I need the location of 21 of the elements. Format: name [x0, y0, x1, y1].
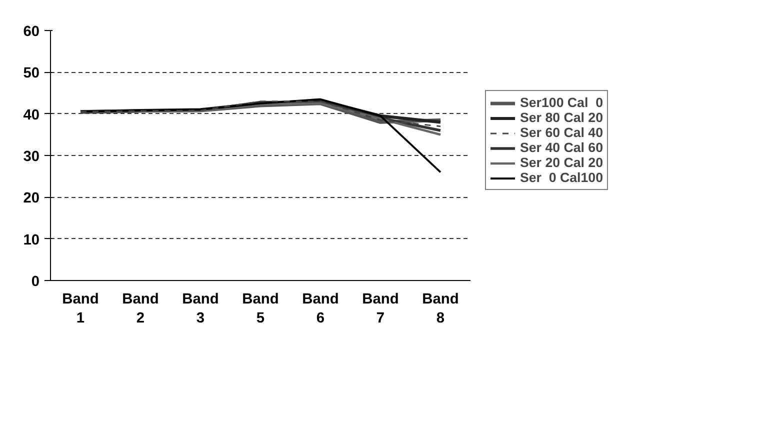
x-tick-label: Band 1 — [62, 292, 99, 327]
y-tick-label: 30 — [23, 149, 40, 165]
legend-label: Ser 40 Cal 60 — [520, 140, 603, 155]
y-tick-label: 40 — [23, 107, 40, 124]
y-tick-label: 0 — [31, 274, 40, 290]
x-tick-label: Band 8 — [422, 292, 459, 327]
legend-label: Ser 60 Cal 40 — [520, 125, 603, 140]
x-tick-label: Band 5 — [242, 292, 279, 327]
x-tick-label: Band 2 — [122, 292, 159, 327]
y-tick-label: 50 — [23, 66, 40, 82]
line-series — [80, 98, 442, 174]
legend-label: Ser 20 Cal 20 — [520, 155, 603, 170]
legend-label: Ser 80 Cal 20 — [520, 110, 603, 125]
x-tick-label: Band 3 — [182, 292, 219, 327]
legend-label: Ser 0 Cal100 — [520, 170, 603, 185]
y-tick-label: 60 — [23, 24, 40, 40]
x-tick-label: Band 6 — [302, 292, 339, 327]
y-tick-label: 20 — [23, 190, 40, 207]
x-tick-label: Band 7 — [362, 292, 399, 327]
legend-label: Ser100 Cal 0 — [520, 95, 603, 110]
y-tick-label: 10 — [23, 232, 40, 248]
